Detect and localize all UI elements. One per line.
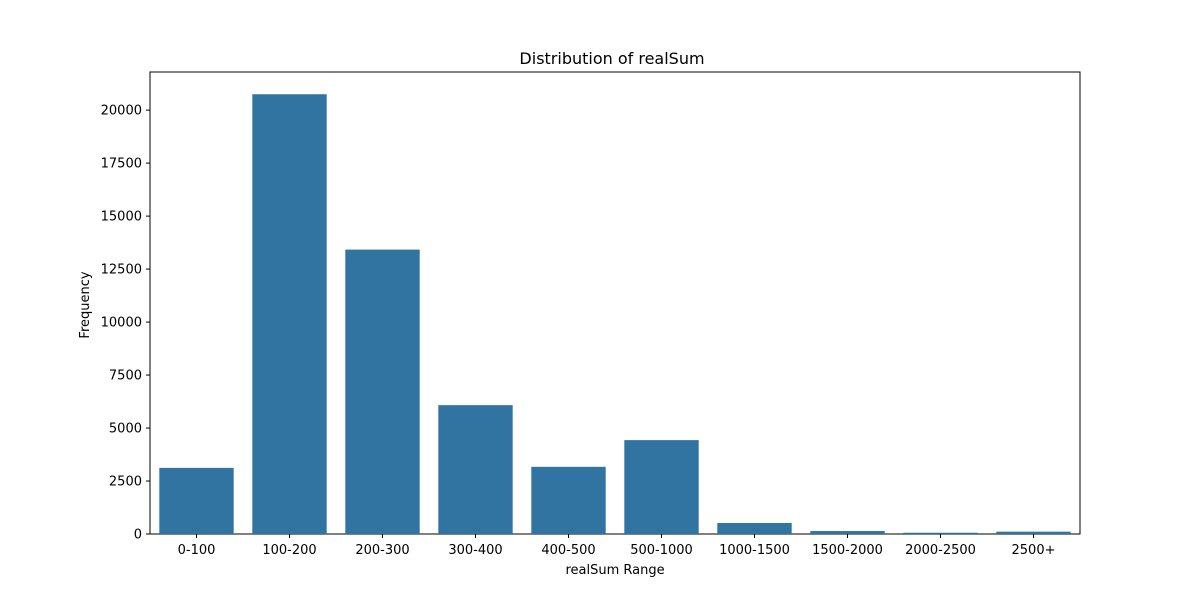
- x-tick-label: 200-300: [355, 543, 409, 558]
- y-axis: 0 2500 5000 7500 10000 12500 15000 17500 20000: [101, 104, 150, 543]
- y-axis-label: Frequency: [78, 271, 93, 338]
- x-tick-label: 100-200: [262, 543, 316, 558]
- bars-group: [159, 94, 1071, 534]
- x-axis: 0-100 100-200 200-300 300-400 400-500 500-100…: [178, 534, 1056, 558]
- bar-0-100: [159, 467, 234, 534]
- plot-frame: [149, 71, 1081, 535]
- x-tick-label: 1500-2000: [812, 543, 883, 558]
- bar-400-500: [531, 466, 606, 534]
- bar-2000-2500: [903, 532, 978, 534]
- y-tick-label: 5000: [109, 422, 142, 437]
- plot-area: [149, 71, 1081, 535]
- y-tick-label: 2500: [109, 475, 142, 490]
- y-tick-label: 7500: [109, 369, 142, 384]
- x-axis-label: realSum Range: [565, 563, 664, 578]
- bar-1000-1500: [717, 522, 792, 534]
- y-tick-label: 17500: [101, 157, 142, 172]
- bar-2500+: [996, 531, 1071, 534]
- y-tick-label: 20000: [101, 104, 142, 119]
- bar-500-1000: [624, 440, 699, 534]
- x-tick-label: 2500+: [1012, 543, 1056, 558]
- x-tick-label: 400-500: [541, 543, 595, 558]
- y-tick-label: 10000: [101, 316, 142, 331]
- bar-300-400: [438, 405, 513, 534]
- y-tick-label: 12500: [101, 263, 142, 278]
- x-tick-label: 1000-1500: [719, 543, 790, 558]
- y-tick-label: 15000: [101, 210, 142, 225]
- bar-1500-2000: [810, 531, 885, 534]
- x-tick-label: 500-1000: [630, 543, 693, 558]
- bar-100-200: [252, 94, 327, 534]
- bar-200-300: [345, 249, 420, 534]
- x-tick-label: 300-400: [448, 543, 502, 558]
- y-tick-label: 0: [134, 528, 142, 543]
- x-tick-label: 0-100: [178, 543, 216, 558]
- chart-title: Distribution of realSum: [519, 49, 704, 68]
- x-tick-label: 2000-2500: [905, 543, 976, 558]
